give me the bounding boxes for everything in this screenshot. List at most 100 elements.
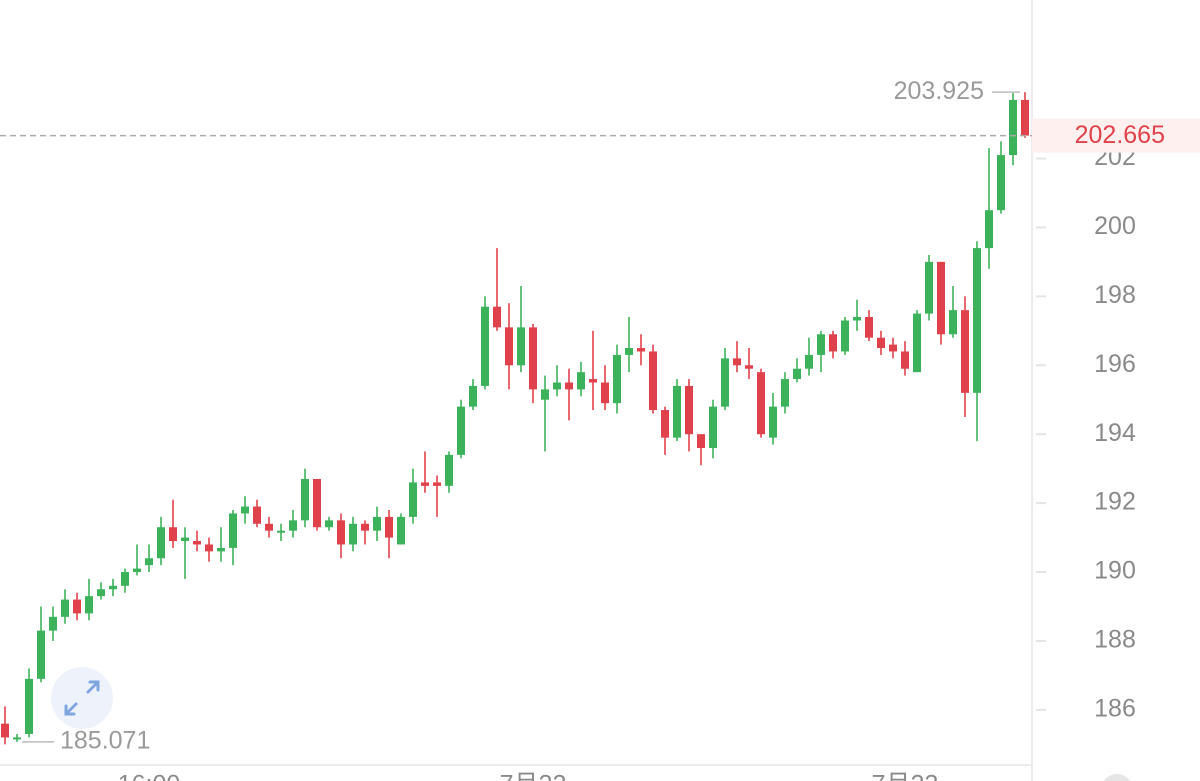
candle-body: [325, 520, 333, 528]
candle-body: [445, 454, 453, 486]
candle-body: [469, 385, 477, 407]
candle-body: [289, 520, 297, 531]
candle-body: [193, 541, 201, 545]
candle-body: [337, 520, 345, 545]
candle-body: [901, 351, 909, 369]
candle-body: [229, 513, 237, 548]
candle-body: [937, 261, 945, 335]
candle-body: [733, 358, 741, 366]
candle-body: [769, 406, 777, 438]
expand-icon: [64, 680, 100, 716]
candle-body: [661, 410, 669, 438]
candle-body: [997, 155, 1005, 211]
last-price-label: 202.665: [1075, 121, 1165, 149]
candle-body: [985, 210, 993, 249]
candle-body: [565, 382, 573, 390]
candle-body: [649, 351, 657, 411]
candle-body: [1021, 99, 1029, 136]
min-label: 185.071: [60, 726, 150, 754]
candle-body: [217, 547, 225, 552]
candle-body: [109, 585, 117, 590]
candle-body: [421, 482, 429, 486]
y-tick-label: 192: [1094, 488, 1136, 516]
candle-body: [541, 389, 549, 400]
last-price-box: [1032, 118, 1200, 153]
scroll-button[interactable]: [1101, 774, 1133, 781]
candle-body: [913, 313, 921, 373]
candle-body: [121, 572, 129, 586]
x-tick-label: 7月22: [500, 771, 567, 781]
y-tick-label: 194: [1094, 419, 1136, 447]
candle-body: [1009, 99, 1017, 156]
candle-body: [253, 506, 261, 524]
candle-body: [37, 630, 45, 679]
x-tick-label: 16:00: [118, 771, 181, 781]
candle-body: [457, 406, 465, 455]
candle-body: [25, 678, 33, 734]
candle-body: [301, 478, 309, 521]
candle-body: [841, 320, 849, 352]
candle-body: [265, 523, 273, 531]
candle-body: [817, 334, 825, 355]
candle-body: [241, 506, 249, 514]
candle-body: [889, 344, 897, 352]
candle-body: [145, 558, 153, 566]
candle-body: [961, 310, 969, 393]
candle-body: [517, 327, 525, 366]
candle-body: [793, 368, 801, 380]
candle-body: [505, 327, 513, 366]
candle-body: [85, 596, 93, 614]
candle-body: [169, 527, 177, 542]
candle-body: [49, 616, 57, 631]
candle-body: [853, 317, 861, 321]
candle-body: [781, 379, 789, 407]
candle-body: [553, 382, 561, 390]
candle-body: [757, 372, 765, 435]
candle-body: [493, 306, 501, 328]
candle-body: [637, 348, 645, 352]
candle-body: [409, 482, 417, 517]
candle-body: [313, 478, 321, 528]
candle-body: [433, 482, 441, 486]
candle-body: [709, 406, 717, 448]
expand-button[interactable]: [51, 667, 113, 729]
candle-body: [385, 516, 393, 538]
max-label: 203.925: [894, 77, 984, 105]
candle-body: [97, 589, 105, 597]
candle-body: [529, 327, 537, 390]
candle-body: [577, 372, 585, 390]
y-tick-label: 198: [1094, 281, 1136, 309]
candle-body: [973, 248, 981, 393]
y-tick-label: 186: [1094, 694, 1136, 722]
candle-body: [361, 523, 369, 531]
candle-body: [697, 434, 705, 448]
candle-body: [13, 737, 21, 740]
y-tick-label: 190: [1094, 557, 1136, 585]
candle-body: [601, 382, 609, 404]
candle-body: [829, 334, 837, 352]
y-tick-label: 196: [1094, 350, 1136, 378]
candle-body: [877, 337, 885, 349]
candle-body: [349, 523, 357, 545]
candle-body: [685, 385, 693, 435]
candle-body: [745, 365, 753, 369]
y-tick-label: 188: [1094, 626, 1136, 654]
candle-body: [73, 599, 81, 614]
candle-body: [673, 385, 681, 438]
x-tick-label: 7月23: [872, 771, 939, 781]
y-tick-label: 200: [1094, 212, 1136, 240]
candle-body: [181, 537, 189, 542]
candle-body: [925, 261, 933, 314]
candle-body: [1, 723, 9, 738]
candle-body: [625, 348, 633, 355]
candle-body: [949, 310, 957, 335]
expand-bg: [51, 667, 113, 729]
candle-body: [373, 516, 381, 531]
candle-body: [277, 530, 285, 533]
candle-body: [721, 358, 729, 407]
candle-body: [157, 527, 165, 559]
candle-body: [589, 379, 597, 383]
candle-body: [397, 516, 405, 545]
